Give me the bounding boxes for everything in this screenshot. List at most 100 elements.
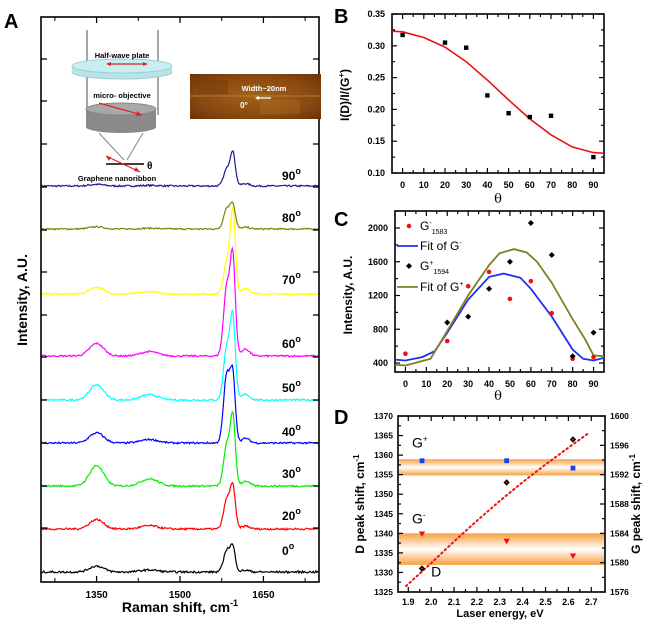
panel-d-ylabel-left: D peak shift, cm-1 [352,454,367,554]
series-label-value: 60 [282,337,296,351]
legend-sub: 1594 [433,269,449,276]
degree-symbol: o [295,166,301,176]
data-point [442,40,448,45]
degree-symbol: o [289,541,295,551]
series-label-20deg: 20o [282,506,301,523]
panel-a-frame [40,16,320,583]
data-point [591,154,596,160]
y-tick-label-left: 1330 [374,567,393,577]
y-tick-label: 0.35 [367,9,385,19]
y-tick-label: 0.20 [367,104,385,114]
x-tick-label: 1500 [169,590,192,601]
g-plus-point [419,458,425,464]
y-tick-label-left: 1350 [374,489,393,499]
legend-sup: + [429,260,433,267]
g-minus-point [528,278,534,284]
panel-c-ylabel: Intensity, A.U. [341,256,355,335]
g-minus-point [503,538,510,545]
spectrum-trace-80deg [40,201,319,231]
y-tick-label-left: 1325 [374,587,393,597]
legend-text: G [420,259,429,273]
series-label-value: 20 [282,509,296,523]
spectrum-trace-50deg [40,309,319,403]
y-tick-label: 0.30 [367,41,385,51]
x-tick-label: 20 [440,180,450,190]
series-label-60deg: 60o [282,334,301,351]
g-plus-point [570,465,576,471]
series-label-80deg: 80o [282,208,301,225]
panel-c-frame [394,210,605,373]
g-plus-point [444,319,451,326]
g-plus-point [569,353,576,360]
fit-line-g-plus [394,248,605,367]
series-label-30deg: 30o [282,464,301,481]
degree-symbol: o [295,378,301,388]
x-tick-label: 2.0 [425,597,438,607]
legend-sub: 1583 [432,229,448,236]
panel-b-intensity-ratio: 0 10 20 30 40 50 60 70 80 90 0.10 0.15 0.20 0.25 0.30 0… [337,9,605,207]
y-tick-label-left: 1360 [374,450,393,460]
legend-sup: + [459,281,463,288]
g-minus-point [486,269,492,275]
annotation-g: G- [412,510,426,526]
legend-sup: - [429,220,432,227]
series-label-70deg: 70o [282,270,301,287]
g-plus-band [398,459,605,476]
y-tick-label: 0.15 [367,136,385,146]
legend-label: G-1583 [420,219,447,236]
degree-symbol: o [295,422,301,432]
y-tick-label: 1600 [368,257,388,267]
x-tick-label: 0 [403,379,408,389]
x-tick-label: 2.4 [516,597,529,607]
g-plus-point [465,313,472,320]
legend-text: Fit of G [420,239,459,253]
series-label-value: 40 [282,425,296,439]
y-tick-label-right: 1576 [610,587,629,597]
x-tick-label: 40 [484,379,494,389]
legend-label: Fit of G- [420,239,462,253]
g-minus-point [444,338,450,344]
spectrum-trace-40deg [40,364,319,445]
y-tick-label-right: 1580 [610,558,629,568]
panel-d-peak-shift: 1.9 2.0 2.1 2.2 2.3 2.4 2.5 2.6 2.7 1325 1330 1335 1… [352,411,643,620]
x-tick-label: 10 [421,379,431,389]
legend-label: Fit of G+ [420,280,463,294]
panel-a-ylabel: Intensity, A.U. [14,254,30,346]
legend-text: G [420,219,429,233]
series-label-50deg: 50o [282,378,301,395]
x-tick-label: 2.5 [539,597,552,607]
d-peak-fit-line [405,431,590,588]
d-peak-point-center [571,438,574,441]
series-label-value: 90 [282,169,296,183]
g-plus-point [504,458,510,464]
x-tick-label: 2.6 [562,597,575,607]
spectrum-trace-0deg [40,543,319,575]
annotation-text: G [412,435,423,451]
y-tick-label-left: 1340 [374,528,393,538]
y-tick-label: 0.10 [367,168,385,178]
g-minus-band [398,533,605,565]
fit-curve [391,30,605,155]
x-tick-label: 2.7 [585,597,598,607]
angle-zero-label: 0° [240,101,248,110]
panel-c-xlabel: θ [494,389,502,404]
annotation-text: G [412,510,423,526]
x-tick-label: 50 [505,379,515,389]
g-plus-point [486,285,493,292]
x-tick-label: 30 [461,180,471,190]
series-label-40deg: 40o [282,422,301,439]
data-point [506,111,511,116]
x-tick-label: 40 [482,180,492,190]
x-tick-label: 1.9 [402,597,415,607]
d-peak-point-center [421,567,424,570]
degree-symbol: o [295,506,301,516]
y-tick-label: 0.25 [367,73,385,83]
g-plus-point [590,329,597,336]
x-tick-label: 60 [525,180,535,190]
y-tick-label-left: 1355 [374,470,393,480]
g-minus-point [569,553,577,559]
panel-letter-a: A [4,11,18,33]
panel-letter-b: B [334,6,348,28]
legend-marker-g-minus [406,223,412,229]
